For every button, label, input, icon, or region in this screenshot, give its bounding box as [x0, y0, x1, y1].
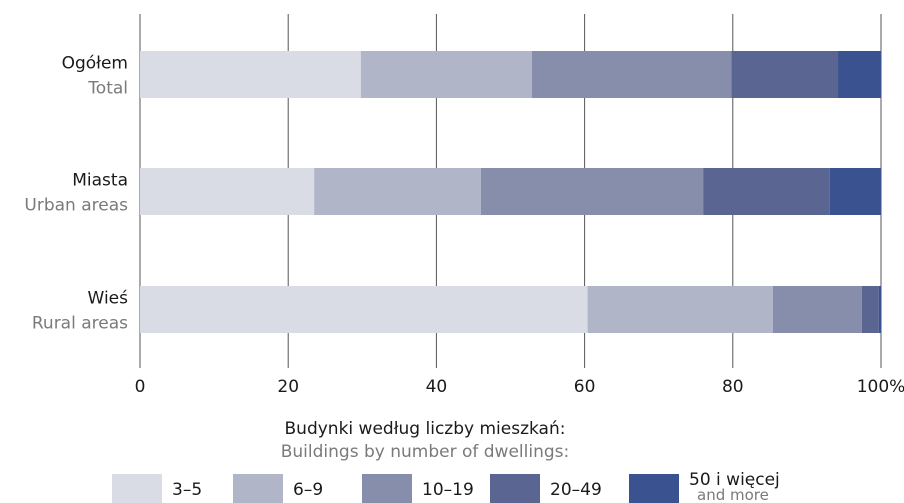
legend-label: 50 i więcej: [689, 470, 780, 490]
bar-segment: [140, 168, 315, 215]
x-tick-labels: 0 20 40 60 80 100%: [135, 377, 904, 397]
bar-segment: [314, 168, 481, 215]
legend-label: 3–5: [172, 480, 202, 500]
category-label-pl: Miasta: [72, 171, 128, 191]
category-labels: Ogółem Total Miasta Urban areas Wieś Rural ar…: [24, 54, 128, 334]
bar-segment: [360, 51, 532, 98]
legend-swatch: [362, 474, 412, 503]
category-label-en: Urban areas: [24, 196, 128, 216]
bar-segment: [531, 51, 732, 98]
category-label-en: Rural areas: [32, 314, 128, 334]
x-tick-label: 100%: [857, 377, 904, 397]
legend-swatch: [233, 474, 283, 503]
bar-segment: [140, 286, 588, 333]
bar-segment: [731, 51, 839, 98]
bar-segment: [587, 286, 773, 333]
bar-segment: [878, 286, 881, 333]
bar-segment: [838, 51, 881, 98]
bar-segment: [703, 168, 830, 215]
bar-segment: [480, 168, 704, 215]
bars: [140, 51, 881, 333]
bar-segment: [861, 286, 879, 333]
bar-segment: [140, 51, 361, 98]
legend-swatch: [629, 474, 679, 503]
x-tick-label: 20: [277, 377, 299, 397]
x-tick-label: 60: [574, 377, 596, 397]
legend-label: 10–19: [422, 480, 474, 500]
legend-label: 6–9: [293, 480, 323, 500]
bar-segment: [772, 286, 862, 333]
bar-segment: [829, 168, 881, 215]
category-label-pl: Ogółem: [62, 54, 128, 74]
legend: Budynki według liczby mieszkań: Building…: [112, 419, 780, 503]
legend-swatch: [490, 474, 540, 503]
category-label-en: Total: [87, 79, 128, 99]
x-tick-label: 0: [135, 377, 146, 397]
legend-label: 20–49: [550, 480, 602, 500]
legend-swatch: [112, 474, 162, 503]
legend-label-en: and more: [697, 486, 769, 503]
category-label-pl: Wieś: [88, 289, 129, 309]
legend-title-pl: Budynki według liczby mieszkań:: [285, 419, 566, 439]
legend-title-en: Buildings by number of dwellings:: [281, 442, 570, 462]
x-tick-label: 80: [722, 377, 744, 397]
x-tick-label: 40: [426, 377, 448, 397]
